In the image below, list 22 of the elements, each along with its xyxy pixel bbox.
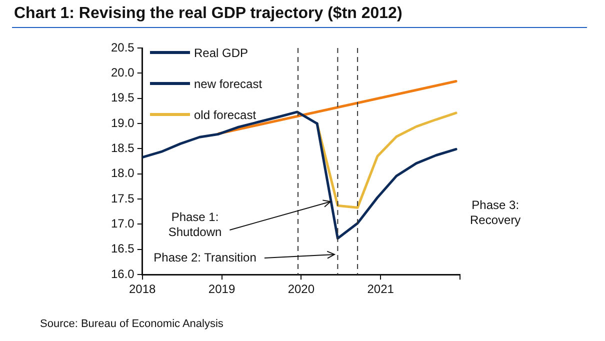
x-tick-label: 2020: [288, 282, 315, 296]
y-tick-label: 18.5: [110, 141, 135, 156]
y-tick-label: 16.5: [110, 242, 135, 256]
y-tick-label: 19.5: [110, 90, 135, 105]
y-tick-label: 17.5: [110, 191, 135, 206]
x-tick-label: 2018: [129, 282, 156, 296]
y-tick-label: 16.0: [110, 266, 135, 281]
chart-title: Chart 1: Revising the real GDP trajectory ($tn 2012): [14, 5, 402, 23]
annotation: Phase 2: Transition: [154, 250, 256, 264]
y-tick-label: 18.0: [110, 166, 135, 180]
text: Phase 3: Recovery: [470, 198, 521, 228]
x-tick-label: 2021: [367, 282, 394, 296]
legend-label: old forecast: [193, 106, 258, 124]
x-tick-label: 2019: [208, 282, 236, 296]
y-tick-label: 20.0: [110, 65, 135, 80]
y-tick-label: 20.5: [110, 40, 135, 54]
legend-label: new forecast: [193, 76, 262, 92]
annotation: Phase 1: Shutdown: [168, 210, 222, 239]
y-tick-label: 17.0: [110, 216, 135, 231]
y-tick-label: 19.0: [110, 116, 135, 130]
source-note: Source: Bureau of Economic Analysis: [40, 318, 224, 330]
legend-label: Real GDP: [193, 44, 250, 62]
